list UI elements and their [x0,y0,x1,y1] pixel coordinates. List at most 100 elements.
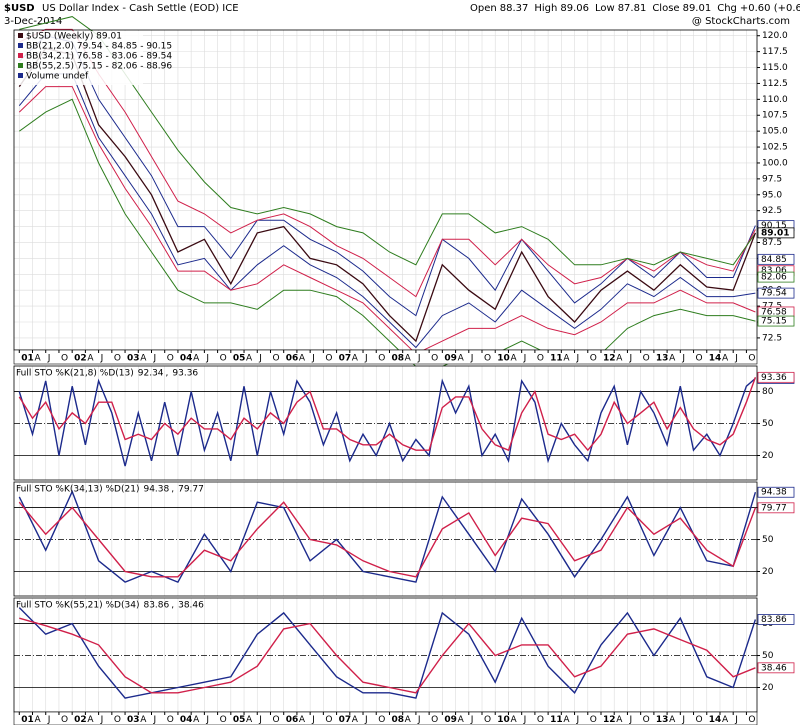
x-tick-label: 12 [603,715,616,725]
y-tick-label: 50 [762,535,774,545]
x-tick-label: O [220,354,227,364]
x-tick-label: O [272,715,279,725]
x-tick-label: A [616,354,623,364]
x-tick-label: 04 [180,715,193,725]
panel-value: 79.77 [178,485,204,495]
x-tick-label: A [722,354,729,364]
band-upper [19,28,756,298]
x-tick-label: A [563,715,570,725]
legend-label: Volume undef [26,72,89,82]
y-tick-label: 50 [762,419,774,429]
y-tick-label: 110.0 [762,95,788,105]
panel-value: 94.38 [143,485,169,495]
x-tick-label: A [405,354,412,364]
y-tick-label: 107.5 [762,111,788,121]
x-tick-label: 08 [391,715,404,725]
value-tag-label: 82.06 [761,273,787,283]
legend-swatch [18,63,23,68]
band-lower [18,86,756,355]
x-tick-label: A [669,715,676,725]
x-tick-label: J [523,354,527,364]
x-tick-label: 03 [127,354,140,364]
x-tick-label: O [61,354,68,364]
x-tick-label: A [510,715,517,725]
quote-value: 88.37 [500,3,529,14]
value-tag [757,502,795,514]
x-tick-label: O [748,354,755,364]
x-tick-label: A [458,354,465,364]
y-tick-label: 112.5 [762,79,788,89]
quote-label: Low [595,3,615,14]
x-tick-label: O [484,715,491,725]
x-tick-label: 14 [709,715,722,725]
x-tick-label: J [364,715,368,725]
x-tick-label: O [325,715,332,725]
x-tick-label: O [696,354,703,364]
legend-label: $USD (Weekly) 89.01 [26,32,122,42]
x-tick-label: 13 [656,354,669,364]
value-tag-label: 83.06 [761,266,787,276]
x-tick-label: O [378,715,385,725]
legend-swatch [18,43,23,48]
x-tick-label: J [470,354,474,364]
x-tick-label: 11 [550,715,563,725]
legend-swatch [18,33,23,38]
x-tick-label: 11 [550,354,563,364]
x-tick-label: O [325,354,332,364]
x-tick-label: J [205,715,209,725]
symbol: $USD [4,3,35,14]
x-tick-label: A [352,354,359,364]
value-separator: , [166,369,169,379]
quote-label: High [534,3,557,14]
x-tick-label: O [378,354,385,364]
x-tick-label: 10 [497,354,510,364]
x-tick-label: 09 [444,354,457,364]
value-tag [757,662,795,674]
x-tick-label: J [628,354,632,364]
x-tick-label: O [748,715,755,725]
x-tick-label: J [470,715,474,725]
panel-border [13,365,758,481]
series-line [19,617,756,694]
x-tick-label: J [100,354,104,364]
panel-value: 93.36 [172,369,198,379]
x-tick-label: A [405,715,412,725]
x-tick-label: J [734,715,738,725]
x-tick-label: J [205,354,209,364]
x-tick-label: A [193,715,200,725]
value-tag-label: 90.15 [761,221,787,231]
value-tag-label: 38.46 [761,663,787,673]
x-tick-label: A [458,715,465,725]
y-tick-label: 87.5 [762,238,782,248]
x-tick-label: 07 [339,715,352,725]
legend-label: BB(55,2.5) 75.15 - 82.06 - 88.96 [26,62,172,72]
panel-value: 83.86 [143,601,169,611]
value-tag [757,371,795,383]
x-tick-label: A [193,354,200,364]
x-tick-label: 05 [233,354,246,364]
legend-label: BB(21,2.0) 79.54 - 84.85 - 90.15 [26,42,172,52]
band-lower [18,73,756,349]
y-tick-label: 20 [762,451,774,461]
y-tick-label: 97.5 [762,174,782,184]
value-tag [757,287,795,299]
y-tick-label: 117.5 [762,47,788,57]
x-tick-label: A [722,715,729,725]
x-tick-label: J [628,715,632,725]
x-tick-label: J [576,715,580,725]
value-tag-label: 84.85 [761,255,787,265]
x-tick-label: J [47,354,51,364]
y-tick-label: 102.5 [762,143,788,153]
x-tick-label: J [576,354,580,364]
x-tick-label: J [258,715,262,725]
x-tick-label: 01 [21,715,34,725]
value-tag-label: 79.54 [761,289,787,299]
x-tick-label: O [114,354,121,364]
legend-swatch [18,73,23,78]
x-tick-label: 09 [444,715,457,725]
legend-swatch [18,53,23,58]
x-tick-label: J [258,354,262,364]
x-tick-label: A [246,715,253,725]
